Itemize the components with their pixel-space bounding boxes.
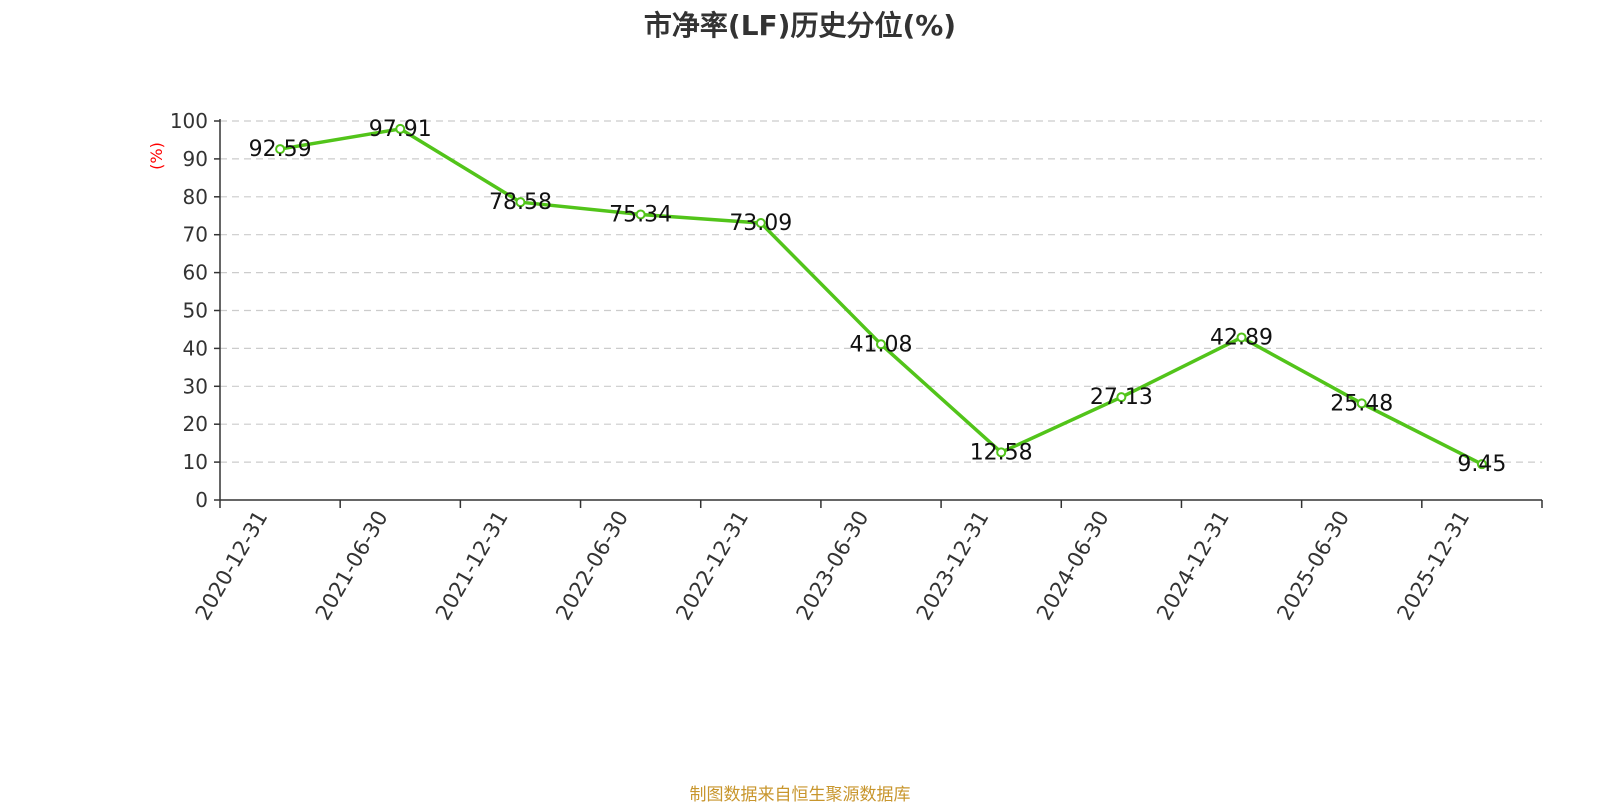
chart-title: 市净率(LF)历史分位(%) (643, 9, 957, 42)
x-tick-label: 2024-12-31 (1152, 507, 1234, 625)
data-labels: 92.59 97.91 78.58 75.34 73.09 41.08 12.58 27.13… (249, 117, 1507, 477)
data-point (876, 339, 886, 350)
axes: 0 10 20 30 40 50 60 70 80 90 100(%) 2020-12-31 2021-… (147, 109, 1543, 625)
data-source-note: 制图数据来自恒生聚源数据库 (689, 785, 911, 805)
x-tick-label: 2025-06-30 (1272, 507, 1354, 625)
data-point (996, 447, 1007, 458)
x-tick-label: 2022-12-31 (671, 507, 753, 625)
data-label: 75.34 (609, 202, 672, 227)
data-point (755, 217, 766, 228)
y-tick-label: 100 (170, 109, 208, 133)
data-point (1116, 392, 1127, 403)
x-tick-label: 2020-12-31 (191, 507, 273, 625)
y-tick-label: 20 (183, 412, 208, 436)
x-tick-label: 2025-12-31 (1392, 507, 1474, 625)
y-tick-label: 30 (183, 374, 208, 398)
data-label: 92.59 (249, 137, 312, 162)
data-label: 97.91 (369, 117, 432, 142)
data-label: 27.13 (1090, 385, 1153, 410)
data-point (395, 123, 406, 134)
x-tick-label: 2021-06-30 (311, 507, 393, 625)
data-label: 9.45 (1457, 452, 1506, 477)
data-label: 78.58 (489, 190, 552, 215)
data-point (635, 209, 646, 220)
y-tick-label: 40 (183, 336, 208, 360)
y-tick-label: 90 (183, 147, 208, 171)
y-tick-label: 80 (183, 185, 208, 209)
x-tick-label: 2024-06-30 (1032, 507, 1114, 625)
y-tick-label: 0 (195, 488, 208, 512)
y-tick-label: 70 (183, 223, 208, 247)
data-label: 12.58 (970, 440, 1033, 465)
series-line (279, 127, 1483, 466)
data-point (275, 144, 286, 155)
y-axis-label: (%) (147, 142, 166, 170)
data-point (1236, 332, 1247, 343)
data-point (1476, 459, 1487, 470)
data-point (515, 197, 526, 208)
data-label: 25.48 (1330, 391, 1393, 416)
data-label: 73.09 (729, 211, 792, 236)
data-point (1356, 398, 1367, 409)
series-group (275, 123, 1487, 470)
data-label: 41.08 (850, 332, 913, 357)
x-tick-label: 2023-12-31 (912, 507, 994, 625)
y-tick-label: 50 (183, 299, 208, 323)
x-tick-label: 2022-06-30 (551, 507, 633, 625)
data-label: 42.89 (1210, 325, 1273, 350)
x-tick-label: 2021-12-31 (431, 507, 513, 625)
y-tick-label: 60 (183, 261, 208, 285)
x-tick-label: 2023-06-30 (792, 507, 874, 625)
y-tick-label: 10 (183, 450, 208, 474)
